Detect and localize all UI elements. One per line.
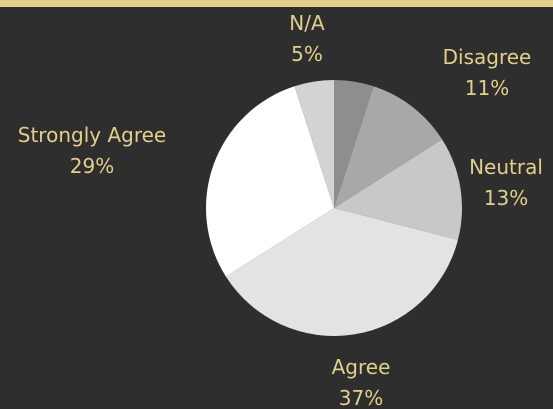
slice-label-neutral: Neutral	[469, 155, 543, 179]
slice-label-n-a: N/A	[289, 11, 325, 35]
slice-label-disagree: Disagree	[443, 45, 532, 69]
pie-slice-disagree	[334, 86, 443, 208]
pie-slices	[205, 80, 463, 336]
pie-slice-n-a	[334, 80, 374, 208]
pie-slice-strongly-agree	[205, 86, 334, 277]
slice-value-disagree: 11%	[465, 76, 509, 100]
pie-slice-unlabeled	[294, 80, 334, 208]
pie-slice-neutral	[334, 139, 463, 240]
slice-value-neutral: 13%	[484, 186, 528, 210]
pie-labels: N/A 5% Disagree 11% Neutral 13% Agree 37% Strong…	[18, 11, 543, 409]
slice-value-n-a: 5%	[291, 42, 323, 66]
slice-value-agree: 37%	[339, 386, 383, 409]
slice-label-agree: Agree	[332, 355, 391, 379]
top-accent-bar	[0, 0, 553, 7]
slice-value-strongly-agree: 29%	[70, 154, 114, 178]
pie-slice-agree	[225, 208, 458, 336]
slice-label-strongly-agree: Strongly Agree	[18, 123, 166, 147]
